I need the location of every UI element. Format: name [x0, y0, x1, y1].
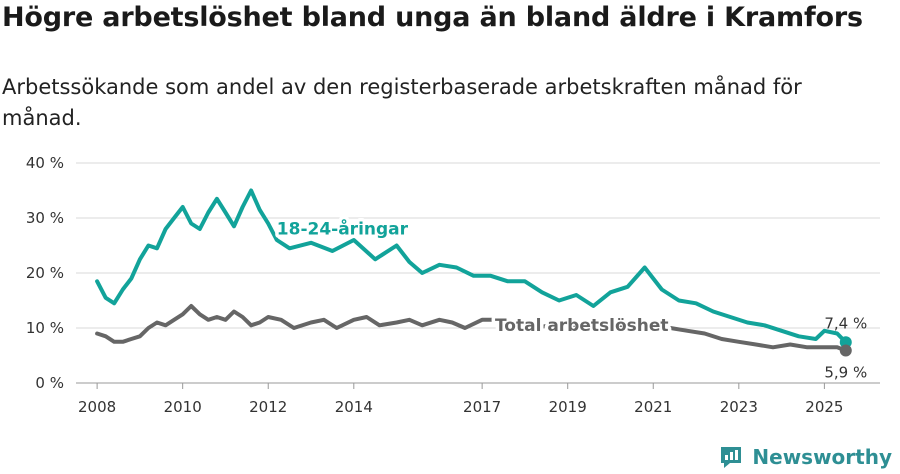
series-line-0 — [95, 188, 848, 345]
series-line-1 — [95, 304, 848, 353]
y-axis: 0 % 10 % 20 % 30 % 40 % — [26, 154, 64, 392]
newsworthy-logo-icon — [721, 447, 742, 468]
x-tick-label: 2025 — [805, 398, 843, 416]
line-chart: 0 % 10 % 20 % 30 % 40 % 2008 2010 2012 2014 2017… — [26, 154, 880, 416]
y-tick-label: 0 % — [35, 374, 64, 392]
series-label: Total arbetslöshet — [495, 316, 669, 336]
series-lines — [95, 188, 852, 357]
y-tick-label: 10 % — [26, 319, 64, 337]
brand-logo: Newsworthy — [718, 444, 892, 470]
x-tick-label: 2021 — [634, 398, 672, 416]
annotations: 7,4 % 5,9 % 18-24-åringar Total arbetslöshe… — [273, 214, 867, 382]
x-tick-label: 2014 — [335, 398, 373, 416]
series-end-point — [839, 336, 852, 349]
series-label: 18-24-åringar — [277, 218, 409, 240]
chart-subtitle: Arbetssökande som andel av den registerb… — [2, 75, 802, 130]
grid-lines — [76, 162, 880, 384]
chart-title: Högre arbetslöshet bland unga än bland ä… — [2, 2, 863, 33]
series-end-point — [839, 344, 852, 357]
x-tick-label: 2017 — [463, 398, 501, 416]
x-tick-label: 2008 — [78, 398, 116, 416]
y-tick-label: 20 % — [26, 264, 64, 282]
x-axis: 2008 2010 2012 2014 2017 2019 2021 2023 2025 — [78, 383, 843, 416]
x-tick-label: 2023 — [720, 398, 758, 416]
x-tick-label: 2012 — [249, 398, 287, 416]
y-tick-label: 40 % — [26, 154, 64, 172]
brand-name: Newsworthy — [752, 445, 892, 469]
x-tick-label: 2019 — [549, 398, 587, 416]
y-tick-label: 30 % — [26, 209, 64, 227]
end-value-label: 7,4 % — [824, 314, 867, 332]
x-tick-label: 2010 — [164, 398, 202, 416]
end-value-label: 5,9 % — [824, 364, 867, 382]
